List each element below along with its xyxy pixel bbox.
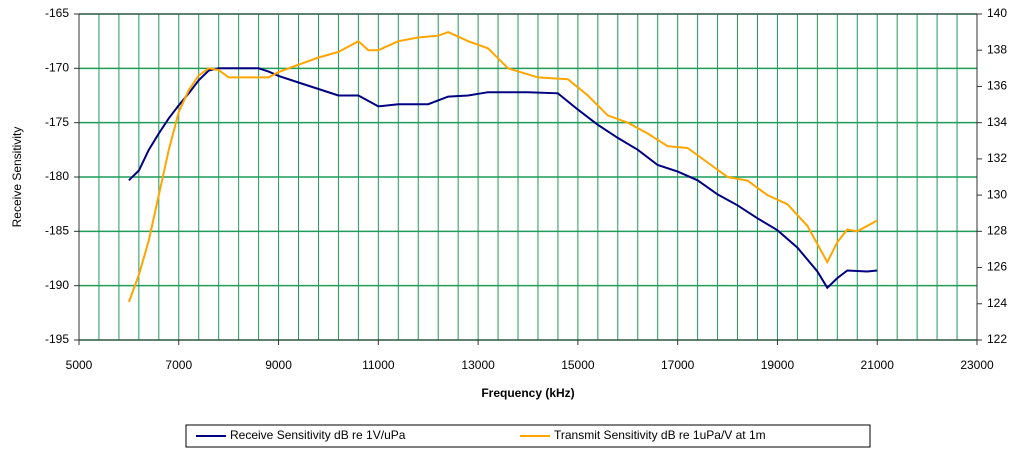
x-tick-label: 11000 (362, 358, 395, 372)
y2-tick-label: 136 (987, 79, 1007, 93)
x-tick-label: 19000 (761, 358, 795, 372)
y2-tick-label: 126 (987, 260, 1007, 274)
y-tick-label: -185 (45, 224, 69, 238)
y-tick-label: -165 (45, 6, 69, 20)
y-tick-label: -190 (45, 278, 69, 292)
y-tick-label: -180 (45, 169, 69, 183)
legend-label: Transmit Sensitivity dB re 1uPa/V at 1m (554, 428, 766, 442)
y2-tick-label: 122 (987, 332, 1007, 346)
y-axis-label: Receive Sensitivity (10, 127, 24, 228)
y2-tick-label: 140 (987, 6, 1007, 20)
x-tick-label: 5000 (66, 358, 93, 372)
x-tick-label: 15000 (561, 358, 595, 372)
series-line (127, 31, 878, 303)
y-tick-label: -195 (45, 332, 69, 346)
y2-tick-label: 138 (987, 42, 1007, 56)
y-tick-label: -170 (45, 61, 69, 75)
y2-tick-label: 124 (987, 296, 1007, 310)
y2-tick-label: 128 (987, 224, 1007, 238)
x-axis-label: Frequency (kHz) (481, 386, 574, 400)
x-tick-label: 9000 (265, 358, 292, 372)
y2-tick-label: 130 (987, 187, 1007, 201)
y-tick-label: -175 (45, 115, 69, 129)
legend-label: Receive Sensitivity dB re 1V/uPa (230, 428, 406, 442)
series-line (128, 67, 878, 290)
y2-tick-label: 132 (987, 151, 1007, 165)
x-tick-label: 7000 (165, 358, 192, 372)
x-tick-label: 17000 (661, 358, 695, 372)
y2-tick-label: 134 (987, 115, 1007, 129)
x-tick-label: 21000 (861, 358, 895, 372)
x-tick-label: 23000 (960, 358, 994, 372)
x-tick-label: 13000 (461, 358, 495, 372)
